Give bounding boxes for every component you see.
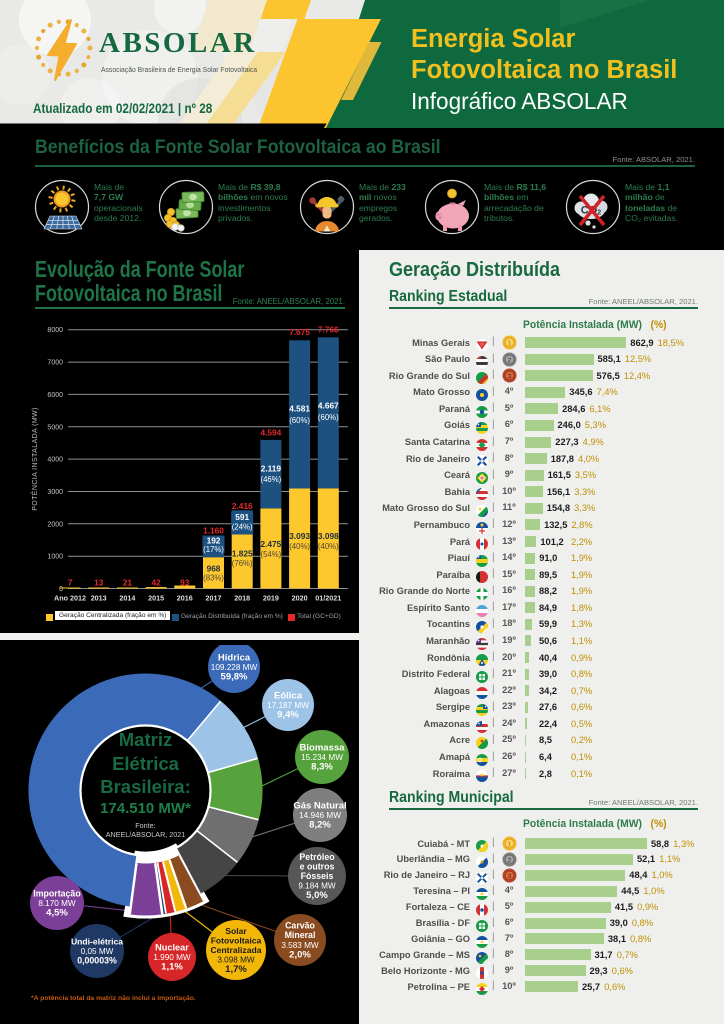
- svg-text:2,0%: 2,0%: [289, 949, 311, 960]
- svg-text:8,2%: 8,2%: [309, 820, 331, 831]
- svg-text:Hídrica: Hídrica: [218, 652, 251, 663]
- svg-text:Solar: Solar: [225, 926, 247, 936]
- svg-text:2018: 2018: [234, 594, 250, 603]
- svg-text:4.667: 4.667: [318, 401, 339, 411]
- svg-text:7.766: 7.766: [318, 324, 339, 334]
- svg-text:1.990 MW: 1.990 MW: [153, 953, 191, 962]
- svg-text:591: 591: [235, 512, 249, 522]
- svg-text:2017: 2017: [206, 594, 222, 603]
- svg-text:(46%): (46%): [260, 475, 281, 484]
- svg-text:7: 7: [68, 578, 73, 588]
- svg-text:3000: 3000: [47, 489, 63, 496]
- svg-text:Fósseis: Fósseis: [301, 871, 334, 881]
- svg-text:3.093: 3.093: [289, 531, 310, 541]
- svg-text:Brasileira:: Brasileira:: [100, 776, 191, 797]
- svg-text:0: 0: [59, 586, 63, 593]
- svg-text:42: 42: [151, 578, 161, 588]
- svg-text:7000: 7000: [47, 360, 63, 367]
- svg-text:ANEEL/ABSOLAR, 2021: ANEEL/ABSOLAR, 2021: [106, 830, 186, 839]
- svg-text:0,05 MW: 0,05 MW: [81, 947, 114, 956]
- svg-text:3: 3: [507, 871, 511, 880]
- svg-text:6000: 6000: [47, 392, 63, 399]
- svg-text:4.594: 4.594: [261, 428, 282, 438]
- svg-text:17.187 MW: 17.187 MW: [267, 701, 309, 710]
- svg-text:1: 1: [507, 839, 511, 848]
- svg-text:14.946 MW: 14.946 MW: [299, 811, 341, 820]
- svg-text:4,5%: 4,5%: [46, 908, 68, 919]
- svg-text:5,0%: 5,0%: [306, 890, 328, 901]
- svg-text:Undi-elétrica: Undi-elétrica: [71, 936, 123, 946]
- svg-text:Gás Natural: Gás Natural: [293, 800, 346, 811]
- svg-text:2: 2: [507, 355, 511, 364]
- svg-text:(54%): (54%): [260, 550, 281, 559]
- svg-text:2019: 2019: [263, 594, 279, 603]
- svg-text:Centralizada: Centralizada: [210, 945, 261, 955]
- svg-text:59,8%: 59,8%: [221, 672, 248, 683]
- svg-text:192: 192: [207, 535, 221, 545]
- svg-text:Fonte:: Fonte:: [135, 821, 155, 830]
- svg-text:8,3%: 8,3%: [311, 762, 333, 773]
- svg-text:21: 21: [123, 578, 133, 588]
- svg-text:2000: 2000: [47, 521, 63, 528]
- svg-text:3: 3: [507, 371, 511, 380]
- svg-text:0,00003%: 0,00003%: [77, 956, 117, 966]
- svg-text:(24%): (24%): [232, 523, 253, 532]
- svg-text:Importação: Importação: [33, 888, 81, 898]
- svg-text:Eólica: Eólica: [274, 690, 303, 701]
- svg-text:2.475: 2.475: [261, 539, 282, 549]
- svg-text:8.170 MW: 8.170 MW: [38, 899, 76, 908]
- svg-text:13: 13: [94, 578, 104, 588]
- svg-text:2.416: 2.416: [232, 501, 253, 511]
- svg-text:2: 2: [507, 855, 511, 864]
- svg-text:2.119: 2.119: [261, 464, 282, 474]
- svg-text:3.098: 3.098: [318, 531, 339, 541]
- svg-text:(60%): (60%): [289, 416, 310, 425]
- svg-text:1,7%: 1,7%: [225, 964, 247, 975]
- svg-text:2020: 2020: [292, 594, 308, 603]
- svg-text:Fotovoltaica: Fotovoltaica: [211, 935, 262, 945]
- svg-text:1.160: 1.160: [203, 526, 224, 536]
- svg-text:Mineral: Mineral: [285, 930, 316, 940]
- svg-text:(40%): (40%): [289, 542, 310, 551]
- svg-text:Carvão: Carvão: [285, 921, 315, 931]
- svg-text:174.510 MW*: 174.510 MW*: [100, 800, 191, 817]
- svg-text:968: 968: [207, 564, 221, 574]
- svg-text:3.583 MW: 3.583 MW: [281, 941, 319, 950]
- svg-text:1: 1: [507, 338, 511, 347]
- svg-text:(60%): (60%): [318, 413, 339, 422]
- svg-text:2014: 2014: [119, 594, 135, 603]
- svg-text:4000: 4000: [47, 457, 63, 464]
- svg-text:(40%): (40%): [318, 542, 339, 551]
- svg-text:4.581: 4.581: [289, 404, 310, 414]
- svg-text:3.098 MW: 3.098 MW: [217, 956, 255, 965]
- svg-text:2013: 2013: [91, 594, 107, 603]
- svg-text:15.234 MW: 15.234 MW: [301, 753, 343, 762]
- svg-text:1.825: 1.825: [232, 549, 253, 559]
- svg-text:109.228 MW: 109.228 MW: [211, 663, 258, 672]
- svg-text:9.184 MW: 9.184 MW: [298, 882, 336, 891]
- svg-text:01/2021: 01/2021: [315, 594, 341, 603]
- svg-text:2015: 2015: [148, 594, 164, 603]
- svg-text:Ano 2012: Ano 2012: [54, 594, 86, 603]
- svg-text:7.675: 7.675: [289, 327, 310, 337]
- svg-text:Nuclear: Nuclear: [155, 942, 189, 952]
- svg-text:93: 93: [180, 578, 190, 588]
- svg-text:9,4%: 9,4%: [277, 710, 299, 721]
- svg-text:Elétrica: Elétrica: [112, 753, 180, 774]
- svg-text:8000: 8000: [47, 327, 63, 334]
- svg-text:(17%): (17%): [203, 545, 224, 554]
- svg-text:1,1%: 1,1%: [161, 962, 183, 973]
- svg-text:Petróleo: Petróleo: [299, 852, 335, 862]
- svg-text:POTÊNCIA INSTALADA (MW): POTÊNCIA INSTALADA (MW): [30, 407, 39, 511]
- svg-text:5000: 5000: [47, 424, 63, 431]
- svg-text:Biomassa: Biomassa: [300, 742, 346, 753]
- svg-text:(76%): (76%): [232, 559, 253, 568]
- svg-text:1000: 1000: [47, 554, 63, 561]
- svg-text:2016: 2016: [177, 594, 193, 603]
- svg-text:e outros: e outros: [300, 861, 335, 871]
- svg-text:(83%): (83%): [203, 574, 224, 583]
- svg-text:Matriz: Matriz: [119, 729, 172, 750]
